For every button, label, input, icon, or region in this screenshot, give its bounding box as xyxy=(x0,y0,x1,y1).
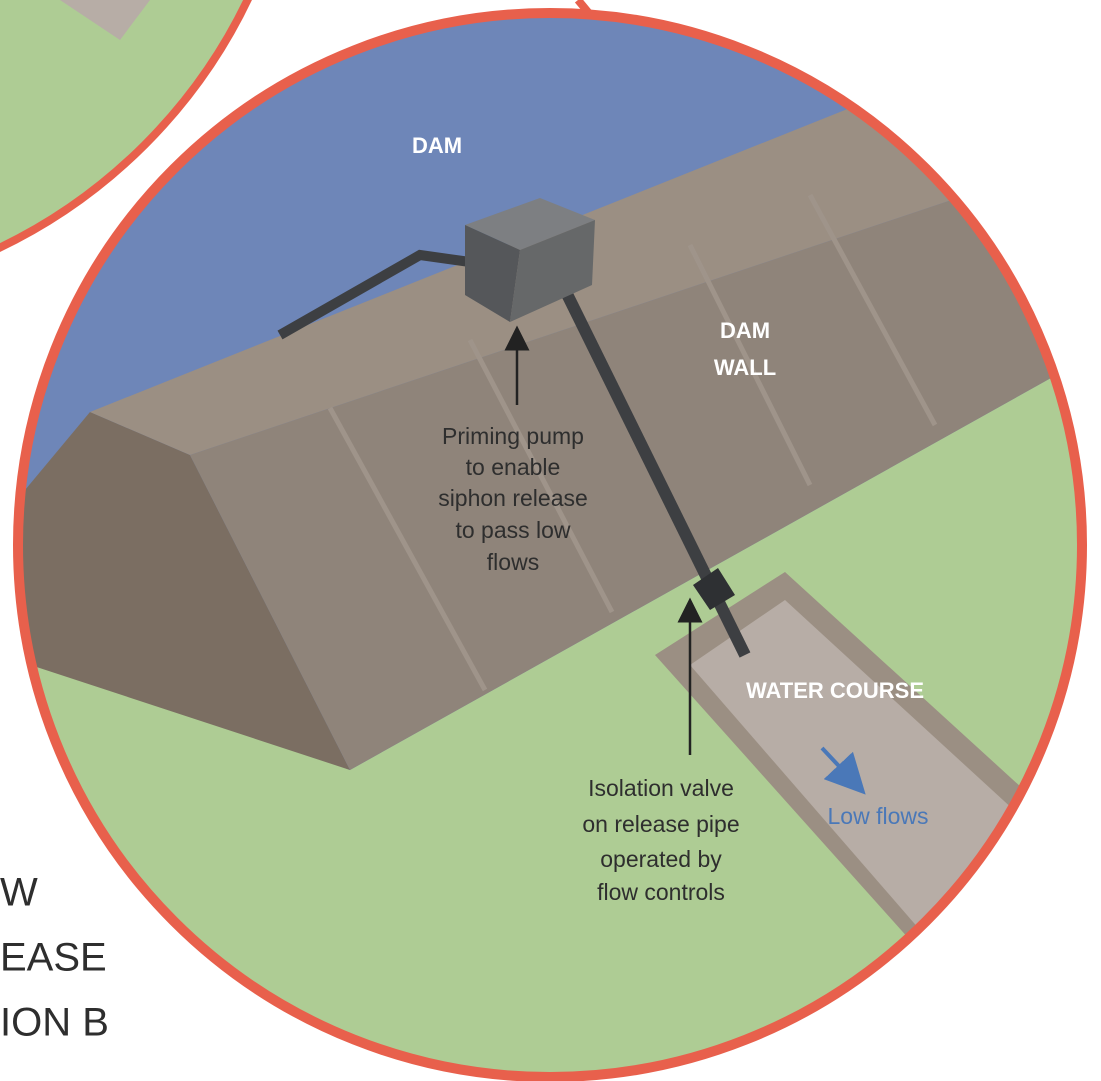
side-title-line: ION B xyxy=(0,1001,109,1045)
dam-wall-label: WALL xyxy=(714,355,776,380)
pump-front xyxy=(510,220,595,322)
dam-wall-label: DAM xyxy=(720,318,770,343)
pump-caption: Priming pump to enable siphon release to… xyxy=(438,423,588,575)
caption-line: to enable xyxy=(466,454,561,480)
caption-line: flows xyxy=(487,549,539,575)
dam-top xyxy=(90,100,1082,455)
pump-side xyxy=(465,225,520,322)
low-flows-label: Low flows xyxy=(828,803,929,829)
water-course-label: WATER COURSE xyxy=(746,678,924,703)
valve xyxy=(693,568,735,610)
caption-line: Isolation valve xyxy=(588,775,734,801)
caption-line: siphon release xyxy=(438,485,588,511)
side-title-line: EASE xyxy=(0,936,107,980)
caption-line: flow controls xyxy=(597,879,725,905)
caption-line: to pass low xyxy=(455,517,570,543)
flow-arrow xyxy=(820,746,866,795)
main-circle-border xyxy=(13,8,1087,1081)
pipe xyxy=(277,249,471,340)
side-title: W EASE ION B xyxy=(0,871,109,1045)
caption-line: on release pipe xyxy=(582,811,739,837)
valve-caption: Isolation valve on release pipe operated… xyxy=(582,775,739,905)
dam-label: DAM xyxy=(412,133,462,158)
side-title-line: W xyxy=(0,871,38,915)
dam-end xyxy=(18,412,350,770)
pump-top xyxy=(465,198,595,250)
caption-line: operated by xyxy=(600,846,722,872)
caption-line: Priming pump xyxy=(442,423,584,449)
